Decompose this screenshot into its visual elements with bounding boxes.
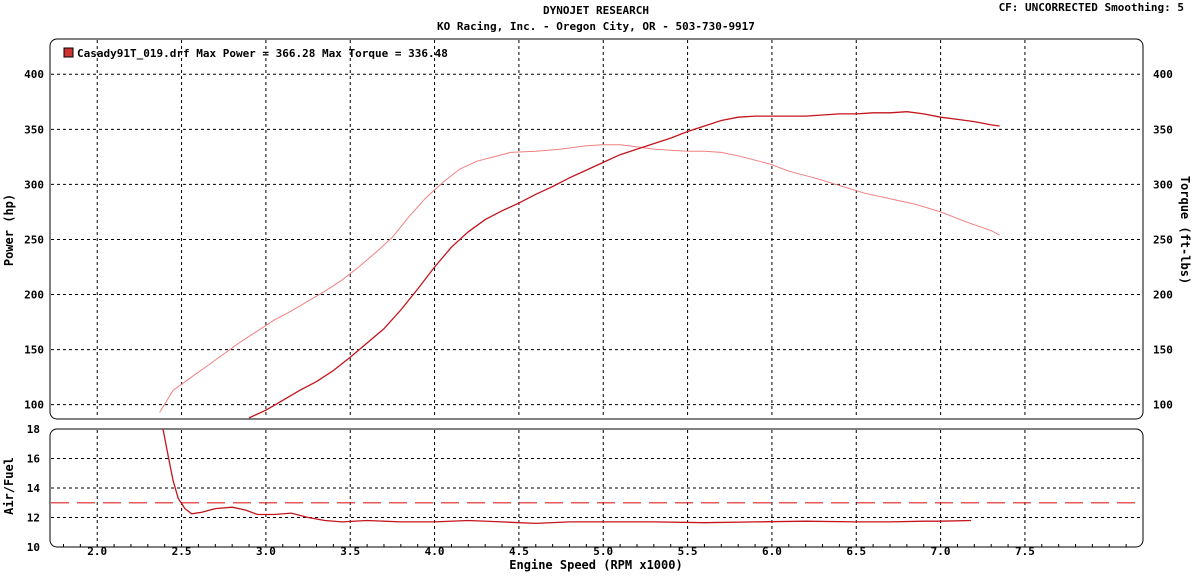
torque-tick-label: 350 [1153, 123, 1173, 136]
air-fuel-tick-label: 10 [27, 541, 40, 554]
air-fuel-tick-label: 12 [27, 512, 40, 525]
x-tick-label: 5.5 [678, 545, 698, 558]
power-tick-label: 350 [24, 123, 44, 136]
power-tick-label: 100 [24, 399, 44, 412]
x-tick-label: 3.0 [256, 545, 276, 558]
air-fuel-tick-label: 18 [27, 423, 40, 436]
power-tick-label: 400 [24, 68, 44, 81]
torque-tick-label: 200 [1153, 289, 1173, 302]
torque-axis-ticks: 100 150 200 250 300 350 400 [1153, 68, 1173, 411]
x-tick-label: 4.0 [425, 545, 445, 558]
power-tick-label: 250 [24, 233, 44, 246]
legend-text: Casady91T_019.drf Max Power = 366.28 Max… [77, 47, 448, 60]
torque-line [159, 144, 1000, 413]
x-tick-label: 3.5 [340, 545, 360, 558]
power-axis-label: Power (hp) [2, 194, 16, 266]
rpm-axis-label: Engine Speed (RPM x1000) [509, 558, 682, 572]
chart-subtitle: KO Racing, Inc. - Oregon City, OR - 503-… [437, 20, 755, 33]
power-torque-panel [49, 38, 1144, 420]
air-fuel-tick-label: 16 [27, 453, 41, 466]
x-tick-label: 7.5 [1015, 545, 1035, 558]
torque-axis-label: Torque (ft-lbs) [1178, 176, 1192, 284]
power-tick-label: 150 [24, 344, 44, 357]
top-panel-grid [51, 40, 1142, 418]
air-fuel-tick-label: 14 [27, 482, 41, 495]
air-fuel-axis-label: Air/Fuel [2, 457, 16, 515]
power-line [248, 111, 1000, 419]
x-tick-label: 5.0 [593, 545, 613, 558]
x-tick-label: 6.5 [846, 545, 866, 558]
air-fuel-axis-ticks: 10 12 14 16 18 [27, 423, 41, 554]
air-fuel-line [162, 428, 972, 525]
torque-tick-label: 250 [1153, 233, 1173, 246]
x-tick-label: 2.0 [87, 545, 107, 558]
torque-tick-label: 400 [1153, 68, 1173, 81]
torque-tick-label: 100 [1153, 399, 1173, 412]
power-tick-label: 300 [24, 178, 44, 191]
x-tick-label: 6.0 [762, 545, 782, 558]
bottom-panel-grid [51, 430, 1142, 546]
power-tick-label: 200 [24, 289, 44, 302]
torque-tick-label: 300 [1153, 178, 1173, 191]
x-tick-label: 7.0 [931, 545, 951, 558]
torque-tick-label: 150 [1153, 344, 1173, 357]
rpm-axis-ticks: 2.0 2.5 3.0 3.5 4.0 4.5 5.0 5.5 6.0 6.5 7.0 7.5 [62, 544, 1127, 558]
legend-swatch [63, 47, 74, 58]
chart-title: DYNOJET RESEARCH [543, 4, 649, 17]
power-axis-ticks: 100 150 200 250 300 350 400 [24, 68, 44, 411]
x-tick-label: 4.5 [509, 545, 529, 558]
correction-factor-label: CF: UNCORRECTED Smoothing: 5 [999, 1, 1184, 14]
x-tick-label: 2.5 [172, 545, 192, 558]
